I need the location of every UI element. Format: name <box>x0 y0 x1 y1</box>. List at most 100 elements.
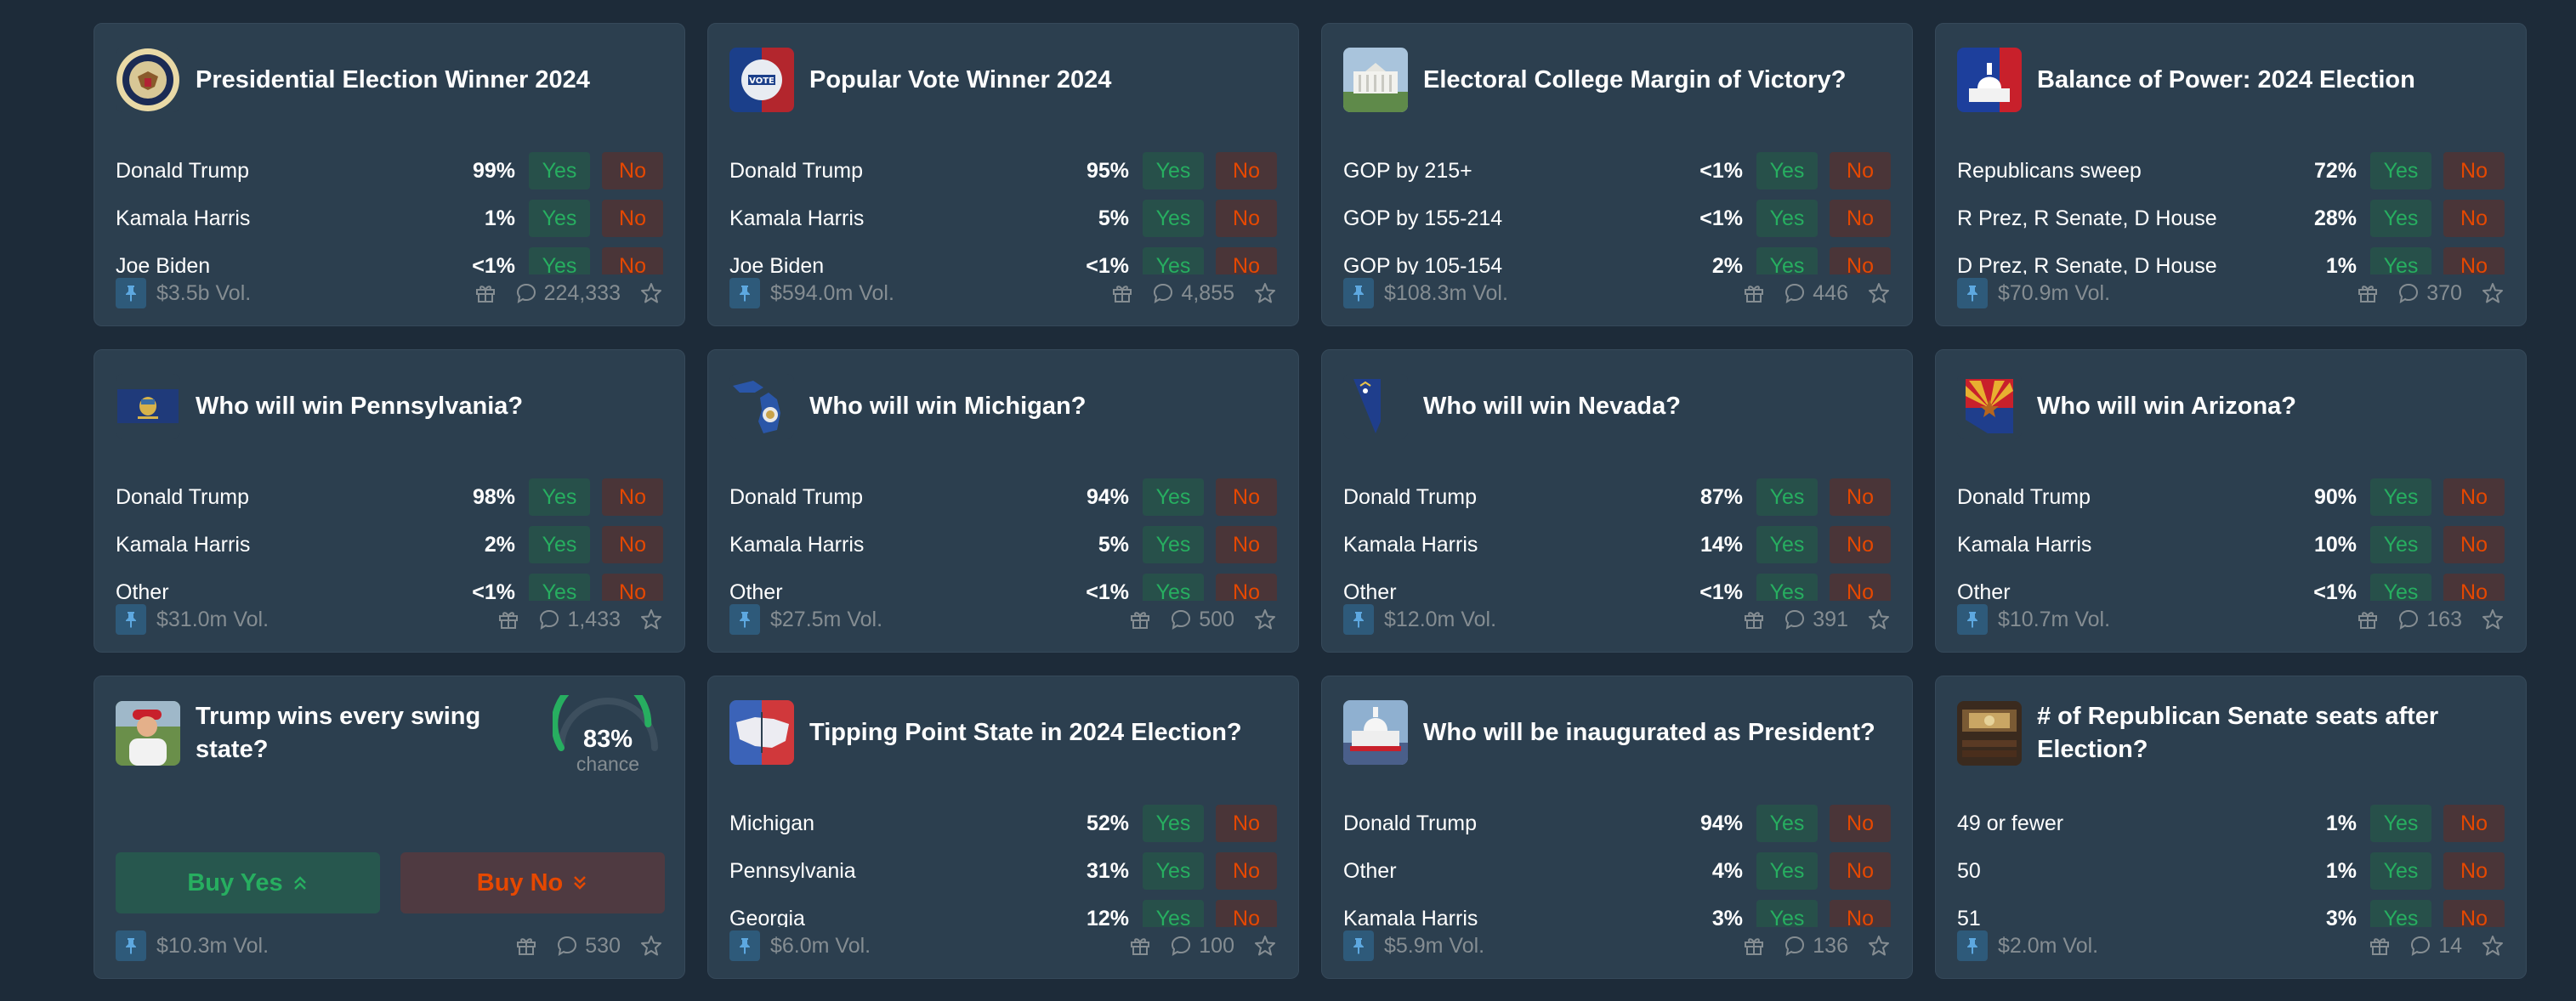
star-icon[interactable] <box>1867 934 1891 958</box>
market-card[interactable]: Electoral College Margin of Victory? GOP… <box>1321 23 1913 326</box>
market-card[interactable]: Who will be inaugurated as President? Do… <box>1321 676 1913 979</box>
yes-button[interactable]: Yes <box>2370 247 2431 274</box>
star-icon[interactable] <box>2481 934 2505 958</box>
no-button[interactable]: No <box>2443 900 2505 927</box>
market-title[interactable]: Who will win Arizona? <box>2037 392 2297 420</box>
gift-icon[interactable] <box>1129 935 1151 957</box>
no-button[interactable]: No <box>602 152 663 189</box>
star-icon[interactable] <box>2481 608 2505 631</box>
yes-button[interactable]: Yes <box>2370 200 2431 237</box>
market-title[interactable]: Who will win Nevada? <box>1423 392 1681 420</box>
comments[interactable]: 4,855 <box>1152 281 1234 306</box>
no-button[interactable]: No <box>602 526 663 563</box>
buy-yes-button[interactable]: Buy Yes <box>116 852 380 913</box>
no-button[interactable]: No <box>602 574 663 601</box>
no-button[interactable]: No <box>1216 805 1277 842</box>
yes-button[interactable]: Yes <box>1143 852 1204 890</box>
pin-icon[interactable] <box>729 604 760 635</box>
no-button[interactable]: No <box>1216 852 1277 890</box>
pin-icon[interactable] <box>116 930 146 961</box>
pin-icon[interactable] <box>729 278 760 308</box>
star-icon[interactable] <box>1867 281 1891 305</box>
yes-button[interactable]: Yes <box>1756 200 1818 237</box>
yes-button[interactable]: Yes <box>1756 478 1818 516</box>
yes-button[interactable]: Yes <box>1756 152 1818 189</box>
no-button[interactable]: No <box>602 247 663 274</box>
yes-button[interactable]: Yes <box>1143 900 1204 927</box>
comments[interactable]: 370 <box>2397 281 2462 306</box>
gift-icon[interactable] <box>474 282 496 304</box>
comments[interactable]: 391 <box>1784 608 1848 632</box>
pin-icon[interactable] <box>1343 604 1374 635</box>
market-card[interactable]: Who will win Nevada? Donald Trump 87% Ye… <box>1321 349 1913 653</box>
no-button[interactable]: No <box>1216 152 1277 189</box>
yes-button[interactable]: Yes <box>529 247 590 274</box>
gift-icon[interactable] <box>1743 608 1765 631</box>
pin-icon[interactable] <box>1957 604 1988 635</box>
star-icon[interactable] <box>639 608 663 631</box>
no-button[interactable]: No <box>1830 852 1891 890</box>
market-card[interactable]: Tipping Point State in 2024 Election? Mi… <box>707 676 1299 979</box>
no-button[interactable]: No <box>1216 200 1277 237</box>
comments[interactable]: 530 <box>556 934 621 959</box>
market-title[interactable]: Who will be inaugurated as President? <box>1423 718 1875 746</box>
yes-button[interactable]: Yes <box>1756 805 1818 842</box>
market-title[interactable]: Tipping Point State in 2024 Election? <box>809 718 1242 746</box>
comments[interactable]: 1,433 <box>538 608 621 632</box>
yes-button[interactable]: Yes <box>529 526 590 563</box>
gift-icon[interactable] <box>1111 282 1133 304</box>
no-button[interactable]: No <box>1830 478 1891 516</box>
market-title[interactable]: Electoral College Margin of Victory? <box>1423 65 1847 93</box>
yes-button[interactable]: Yes <box>1756 574 1818 601</box>
yes-button[interactable]: Yes <box>1143 526 1204 563</box>
pin-icon[interactable] <box>1957 930 1988 961</box>
comments[interactable]: 14 <box>2409 934 2462 959</box>
pin-icon[interactable] <box>1343 278 1374 308</box>
star-icon[interactable] <box>1253 608 1277 631</box>
yes-button[interactable]: Yes <box>529 478 590 516</box>
yes-button[interactable]: Yes <box>1143 478 1204 516</box>
no-button[interactable]: No <box>1830 574 1891 601</box>
no-button[interactable]: No <box>1830 247 1891 274</box>
yes-button[interactable]: Yes <box>2370 852 2431 890</box>
gift-icon[interactable] <box>1129 608 1151 631</box>
no-button[interactable]: No <box>2443 478 2505 516</box>
yes-button[interactable]: Yes <box>2370 478 2431 516</box>
pin-icon[interactable] <box>1343 930 1374 961</box>
pin-icon[interactable] <box>116 604 146 635</box>
no-button[interactable]: No <box>2443 574 2505 601</box>
yes-button[interactable]: Yes <box>1143 200 1204 237</box>
no-button[interactable]: No <box>1216 247 1277 274</box>
yes-button[interactable]: Yes <box>2370 526 2431 563</box>
no-button[interactable]: No <box>602 200 663 237</box>
gift-icon[interactable] <box>1743 282 1765 304</box>
no-button[interactable]: No <box>1830 152 1891 189</box>
yes-button[interactable]: Yes <box>2370 805 2431 842</box>
star-icon[interactable] <box>1867 608 1891 631</box>
yes-button[interactable]: Yes <box>1756 247 1818 274</box>
comments[interactable]: 163 <box>2397 608 2462 632</box>
market-title[interactable]: Balance of Power: 2024 Election <box>2037 65 2415 93</box>
no-button[interactable]: No <box>1830 526 1891 563</box>
gift-icon[interactable] <box>2357 608 2379 631</box>
no-button[interactable]: No <box>602 478 663 516</box>
pin-icon[interactable] <box>116 278 146 308</box>
star-icon[interactable] <box>1253 934 1277 958</box>
market-card[interactable]: VOTE Popular Vote Winner 2024 Donald Tru… <box>707 23 1299 326</box>
gift-icon[interactable] <box>2369 935 2391 957</box>
no-button[interactable]: No <box>1216 526 1277 563</box>
yes-button[interactable]: Yes <box>2370 900 2431 927</box>
no-button[interactable]: No <box>1830 900 1891 927</box>
yes-button[interactable]: Yes <box>1143 152 1204 189</box>
no-button[interactable]: No <box>1216 574 1277 601</box>
yes-button[interactable]: Yes <box>1756 852 1818 890</box>
market-card[interactable]: Presidential Election Winner 2024 Donald… <box>94 23 685 326</box>
yes-button[interactable]: Yes <box>2370 152 2431 189</box>
no-button[interactable]: No <box>1216 478 1277 516</box>
pin-icon[interactable] <box>729 930 760 961</box>
buy-no-button[interactable]: Buy No <box>400 852 665 913</box>
market-title[interactable]: Presidential Election Winner 2024 <box>196 65 590 93</box>
yes-button[interactable]: Yes <box>1143 574 1204 601</box>
market-card[interactable]: Who will win Arizona? Donald Trump 90% Y… <box>1935 349 2527 653</box>
market-card[interactable]: Trump wins every swing state? 83% chance… <box>94 676 685 979</box>
